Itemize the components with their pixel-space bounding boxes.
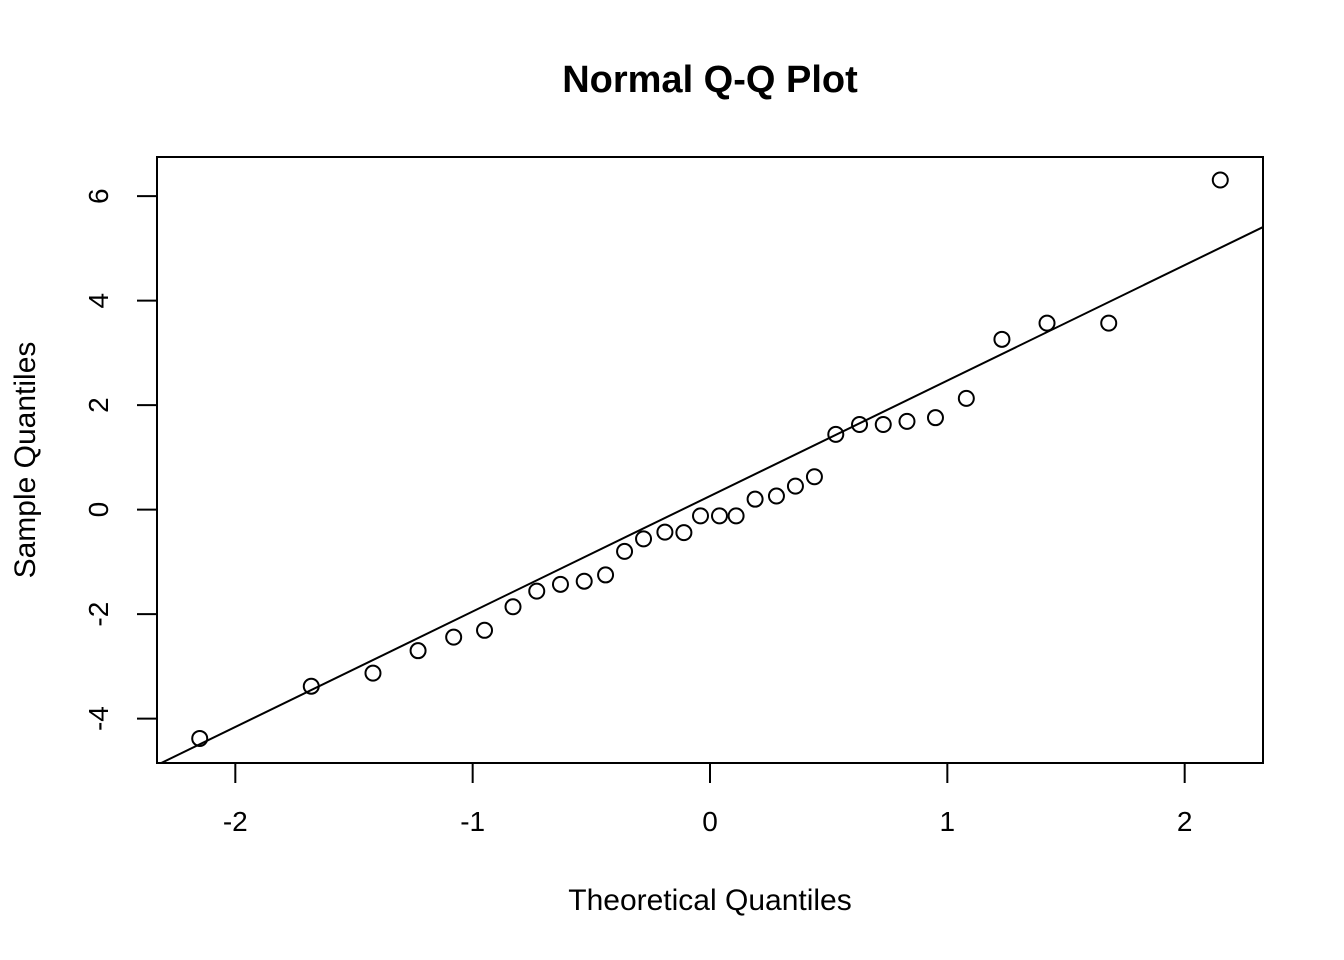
- y-tick-label: 4: [83, 293, 114, 309]
- points-layer: [191, 171, 1229, 747]
- plot-frame: [156, 156, 1264, 764]
- y-tick-label: 6: [83, 188, 114, 204]
- y-tick-label: -4: [83, 706, 114, 731]
- data-point: [476, 621, 494, 639]
- data-point: [409, 642, 427, 660]
- x-tick-label: -2: [223, 806, 248, 837]
- data-point: [874, 415, 892, 433]
- data-point: [616, 542, 634, 560]
- data-point: [635, 530, 653, 548]
- data-point: [445, 628, 463, 646]
- data-point: [746, 490, 764, 508]
- data-point: [504, 598, 522, 616]
- data-point: [957, 389, 975, 407]
- data-point: [710, 507, 728, 525]
- data-point: [528, 582, 546, 600]
- data-point: [786, 477, 804, 495]
- data-point: [551, 575, 569, 593]
- x-tick-label: 1: [940, 806, 956, 837]
- data-point: [851, 415, 869, 433]
- data-point: [675, 524, 693, 542]
- data-point: [302, 677, 320, 695]
- x-tick-label: -1: [460, 806, 485, 837]
- x-axis: -2 -1 0 1 2: [223, 762, 1193, 837]
- data-point: [898, 412, 916, 430]
- data-point: [692, 507, 710, 525]
- data-point: [926, 409, 944, 427]
- data-point: [1100, 314, 1118, 332]
- y-tick-label: 0: [83, 502, 114, 518]
- data-point: [1038, 314, 1056, 332]
- data-point: [1211, 171, 1229, 189]
- y-tick-label: -2: [83, 602, 114, 627]
- data-point: [993, 330, 1011, 348]
- data-point: [597, 566, 615, 584]
- data-point: [575, 572, 593, 590]
- data-point: [727, 507, 745, 525]
- x-axis-label: Theoretical Quantiles: [568, 884, 851, 917]
- data-point: [364, 664, 382, 682]
- data-point: [656, 523, 674, 541]
- y-tick-label: 2: [83, 397, 114, 413]
- x-tick-label: 2: [1177, 806, 1193, 837]
- data-point: [827, 425, 845, 443]
- data-point: [805, 468, 823, 486]
- chart-title: Normal Q-Q Plot: [562, 59, 858, 101]
- x-tick-label: 0: [702, 806, 718, 837]
- data-point: [767, 487, 785, 505]
- reference-line-layer: [160, 226, 1264, 764]
- data-point: [191, 729, 209, 747]
- y-axis-label: Sample Quantiles: [9, 342, 42, 579]
- y-axis: -4 -2 0 2 4 6: [83, 188, 158, 731]
- qq-reference-line: [160, 226, 1264, 764]
